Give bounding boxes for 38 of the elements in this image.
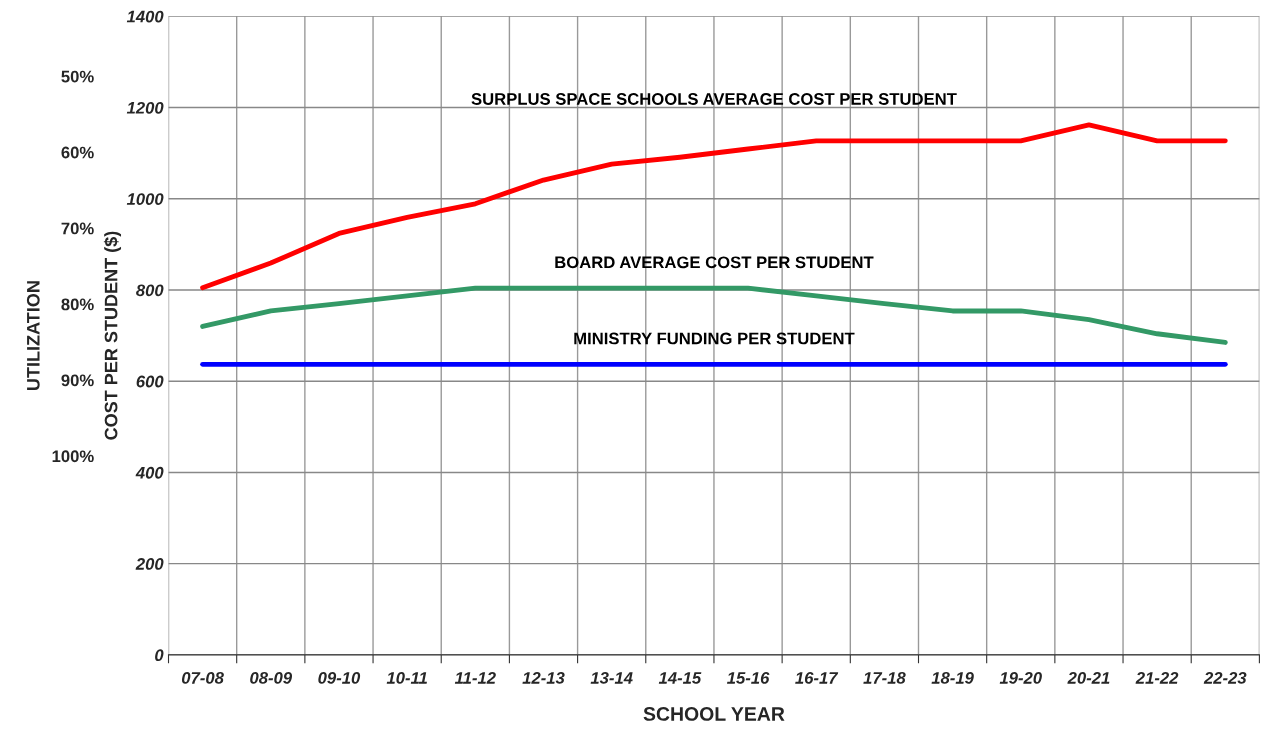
line-series xyxy=(200,285,1228,345)
x-tick-label: 21-22 xyxy=(1135,672,1179,684)
x-tick-label: 18-19 xyxy=(931,672,974,684)
x-tick-label: 19-20 xyxy=(999,672,1042,684)
x-axis-title: SCHOOL YEAR xyxy=(643,707,785,721)
y-tick-label: 600 xyxy=(136,375,164,388)
y2-tick-label: 70% xyxy=(61,222,94,235)
y-axis-title: COST PER STUDENT ($) xyxy=(103,231,122,440)
x-tick-label: 11-12 xyxy=(454,672,496,684)
x-tick-label: 14-15 xyxy=(658,672,702,684)
y-tick-label: 1200 xyxy=(126,101,164,114)
y2-tick-label: 90% xyxy=(61,374,94,387)
x-tick-label: 20-21 xyxy=(1067,672,1110,684)
x-tick-label: 10-11 xyxy=(386,672,427,684)
x-tick-label: 16-17 xyxy=(795,672,839,684)
y2-tick-label: 100% xyxy=(52,450,94,463)
y2-tick-label: 60% xyxy=(61,146,94,159)
series-label: BOARD AVERAGE COST PER STUDENT xyxy=(555,256,874,269)
x-tick-label: 22-23 xyxy=(1203,672,1247,684)
x-tick-label: 17-18 xyxy=(863,672,906,684)
y2-axis-title: UTILIZATION xyxy=(26,281,40,390)
x-tick-label: 12-13 xyxy=(522,672,565,684)
line-series xyxy=(200,122,1228,291)
x-tick-label: 08-09 xyxy=(250,672,293,684)
x-tick-label: 13-14 xyxy=(590,672,633,684)
y2-tick-label: 50% xyxy=(61,70,94,83)
y-tick-label: 0 xyxy=(155,649,164,662)
text: SURPLUS SPACE SCHOOLS AVERAGE COST PER STUDENT xyxy=(471,93,957,105)
y-tick-label: 800 xyxy=(136,284,164,297)
y-tick-label: 1000 xyxy=(126,193,164,205)
y2-tick-label: 80% xyxy=(61,298,94,311)
x-tick-label: 09-10 xyxy=(318,672,361,684)
x-tick-label: 07-08 xyxy=(181,672,224,684)
y-tick-label: 1400 xyxy=(126,10,164,23)
series-label: MINISTRY FUNDING PER STUDENT xyxy=(574,332,855,345)
y-tick-label: 400 xyxy=(135,466,164,479)
x-tick-label: 15-16 xyxy=(727,672,770,684)
y-tick-label: 200 xyxy=(135,558,164,570)
